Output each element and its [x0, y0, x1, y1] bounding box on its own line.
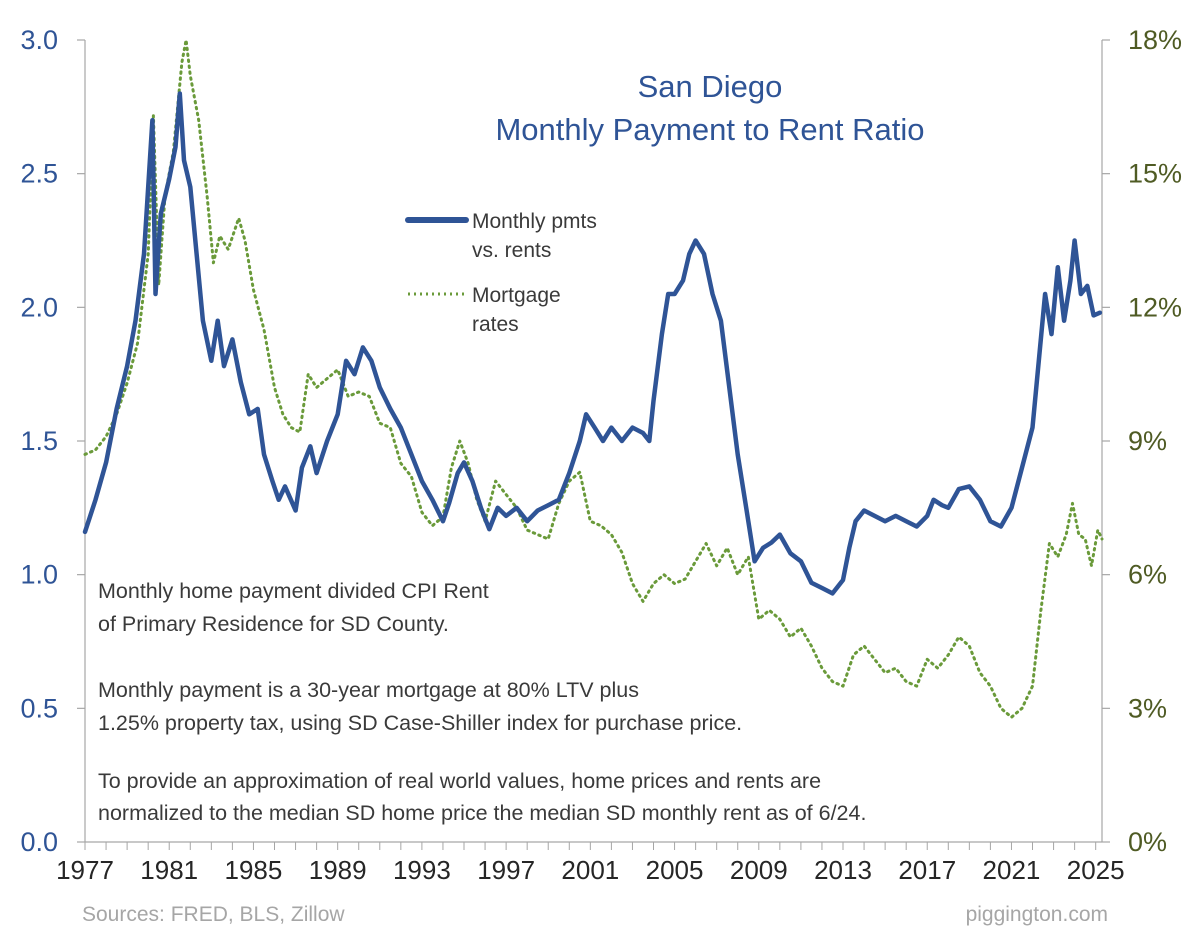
- x-tick-label: 2013: [814, 855, 872, 885]
- x-tick-label: 2025: [1067, 855, 1125, 885]
- y-left-tick-label: 2.0: [20, 292, 58, 322]
- y-right-tick-label: 9%: [1128, 426, 1167, 456]
- annotation-line: of Primary Residence for SD County.: [98, 612, 449, 636]
- legend-label-mortgage-rates-1: Mortgage: [472, 284, 561, 307]
- annotation-line: normalized to the median SD home price t…: [98, 801, 866, 825]
- series-line-mortgage-rates: [83, 38, 1104, 719]
- x-tick-label: 1997: [477, 855, 535, 885]
- annotation-line: To provide an approximation of real worl…: [98, 769, 821, 793]
- y-right-tick-label: 3%: [1128, 693, 1167, 723]
- credit-label: piggington.com: [966, 903, 1108, 926]
- y-right-tick-label: 15%: [1128, 159, 1182, 189]
- y-left-tick-label: 1.0: [20, 560, 58, 590]
- series-line-payment-ratio: [82, 91, 1103, 596]
- x-tick-label: 1977: [56, 855, 114, 885]
- annotation-line: 1.25% property tax, using SD Case-Shille…: [98, 711, 742, 735]
- sources-label: Sources: FRED, BLS, Zillow: [82, 903, 345, 926]
- annotation-line: Monthly payment is a 30-year mortgage at…: [98, 678, 639, 702]
- annotation-block: Monthly home payment divided CPI Rent of…: [98, 579, 866, 825]
- x-tick-label: 2009: [730, 855, 788, 885]
- y-right-tick-label: 18%: [1128, 25, 1182, 55]
- y-left-tick-label: 3.0: [20, 25, 58, 55]
- x-tick-label: 2017: [898, 855, 956, 885]
- tick-labels: 0.0 0.5 1.0 1.5 2.0 2.5 3.0 0% 3% 6% 9% 12% 15% 18% 19…: [20, 25, 1182, 885]
- annotation-line: Monthly home payment divided CPI Rent: [98, 579, 489, 603]
- legend-label-payment-ratio-2: vs. rents: [472, 239, 551, 262]
- axes: [77, 39, 1110, 850]
- legend: Monthly pmts vs. rents Mortgage rates: [405, 210, 597, 336]
- x-tick-label: 2005: [646, 855, 704, 885]
- x-tick-label: 2001: [561, 855, 619, 885]
- y-right-tick-label: 12%: [1128, 292, 1182, 322]
- legend-label-mortgage-rates-2: rates: [472, 313, 519, 336]
- chart-title-line-2: Monthly Payment to Rent Ratio: [495, 112, 924, 147]
- x-tick-label: 2021: [983, 855, 1041, 885]
- legend-label-payment-ratio-1: Monthly pmts: [472, 210, 597, 233]
- x-tick-label: 1985: [225, 855, 283, 885]
- y-left-tick-label: 2.5: [20, 159, 58, 189]
- y-right-tick-label: 0%: [1128, 827, 1167, 857]
- y-left-tick-label: 0.0: [20, 827, 58, 857]
- x-tick-label: 1993: [393, 855, 451, 885]
- chart-title-line-1: San Diego: [638, 69, 783, 104]
- y-right-tick-label: 6%: [1128, 560, 1167, 590]
- y-left-tick-label: 1.5: [20, 426, 58, 456]
- x-tick-label: 1989: [309, 855, 367, 885]
- x-tick-label: 1981: [140, 855, 198, 885]
- series-layer: [82, 38, 1104, 719]
- y-left-tick-label: 0.5: [20, 693, 58, 723]
